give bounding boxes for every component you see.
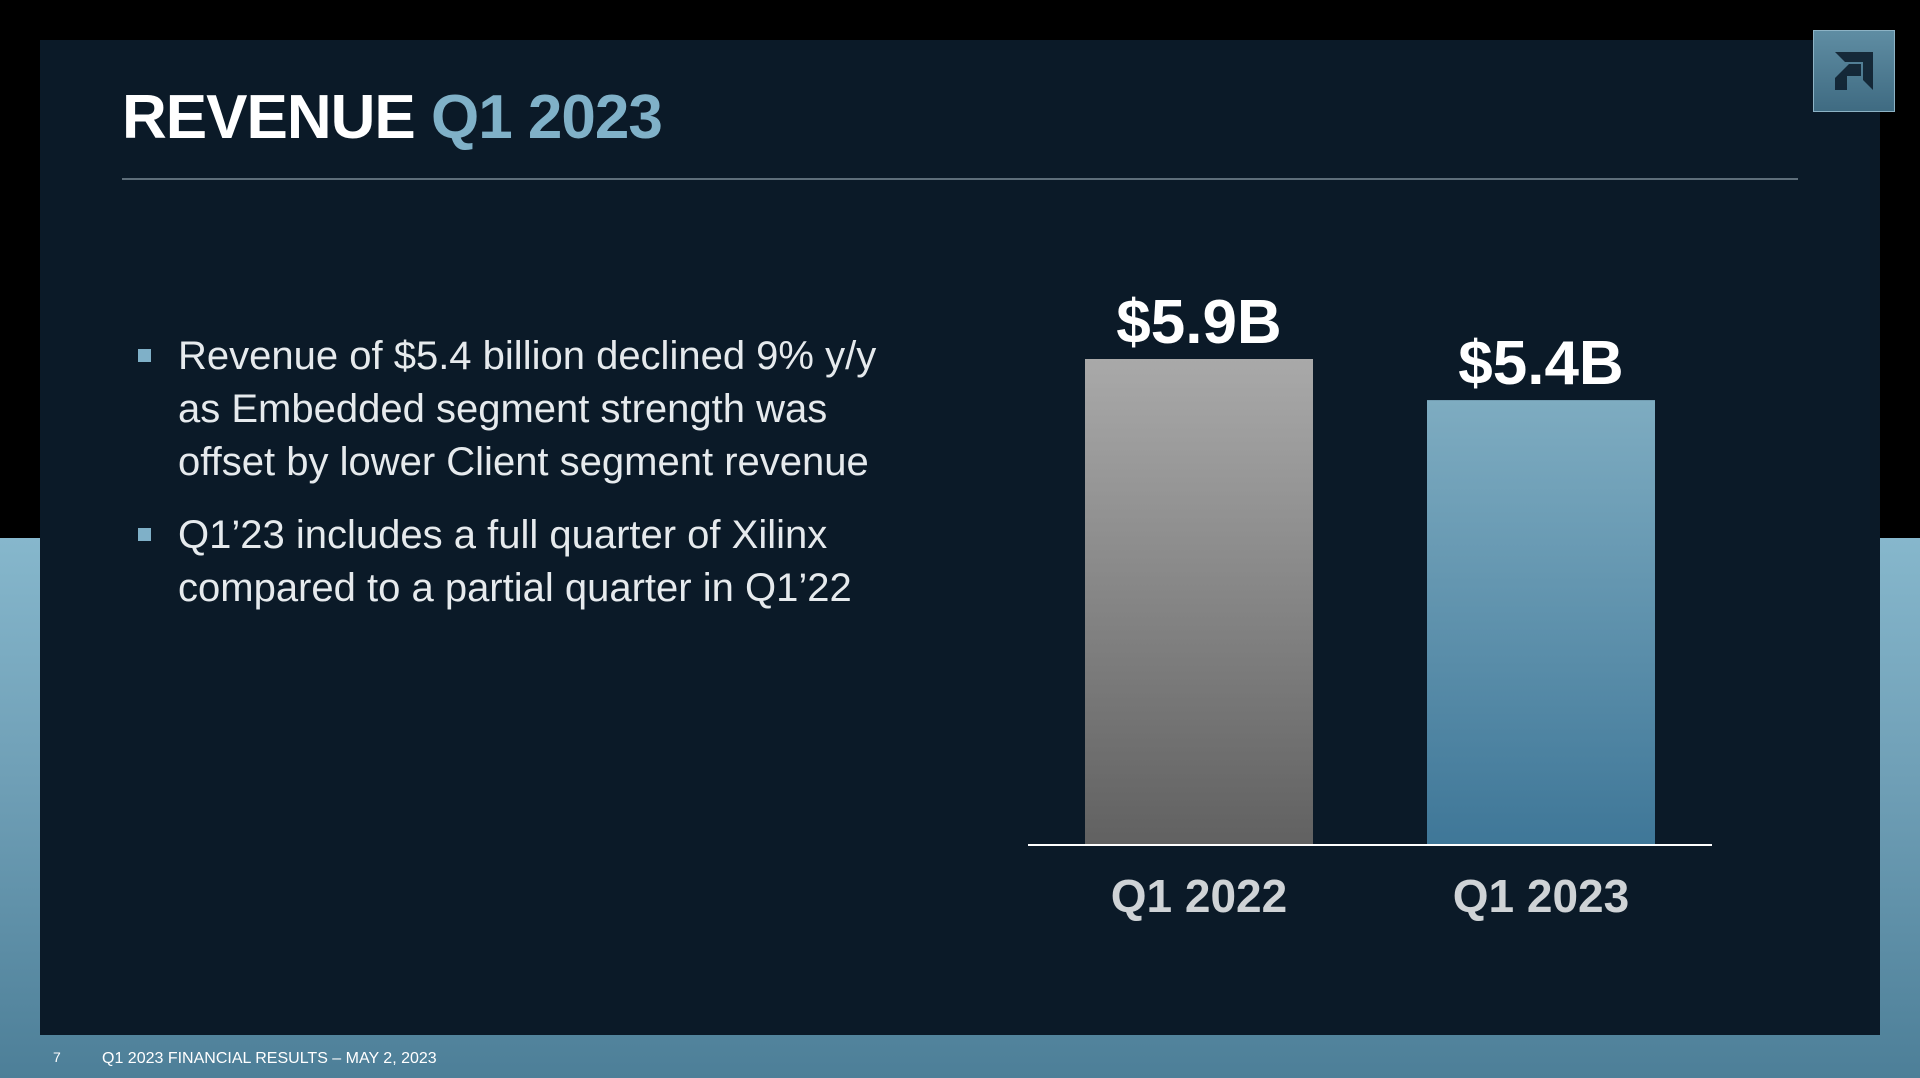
bullet-text: Q1’23 includes a full quarter of Xilinx …	[178, 513, 852, 610]
page-number: 7	[53, 1049, 61, 1065]
bullet-square-icon	[138, 349, 151, 362]
slide-title: REVENUE Q1 2023	[122, 82, 663, 153]
bullet-square-icon	[138, 528, 151, 541]
x-tick-label: Q1 2022	[1111, 870, 1287, 922]
x-tick-label: Q1 2023	[1453, 870, 1629, 922]
title-highlight: Q1 2023	[430, 83, 663, 152]
title-divider	[122, 178, 1798, 180]
title-main: REVENUE	[122, 83, 416, 152]
bullet-item: Revenue of $5.4 billion declined 9% y/y …	[134, 330, 914, 489]
bullet-list: Revenue of $5.4 billion declined 9% y/y …	[134, 330, 914, 635]
bar-q1-2023	[1427, 400, 1655, 844]
bullet-text: Revenue of $5.4 billion declined 9% y/y …	[178, 334, 877, 484]
footer-text: Q1 2023 FINANCIAL RESULTS – MAY 2, 2023	[102, 1050, 437, 1067]
bullet-item: Q1’23 includes a full quarter of Xilinx …	[134, 509, 914, 615]
data-label: $5.9B	[1116, 288, 1281, 357]
bar-q1-2022	[1085, 359, 1313, 844]
amd-logo-icon	[1813, 30, 1895, 112]
data-label: $5.4B	[1458, 329, 1623, 398]
